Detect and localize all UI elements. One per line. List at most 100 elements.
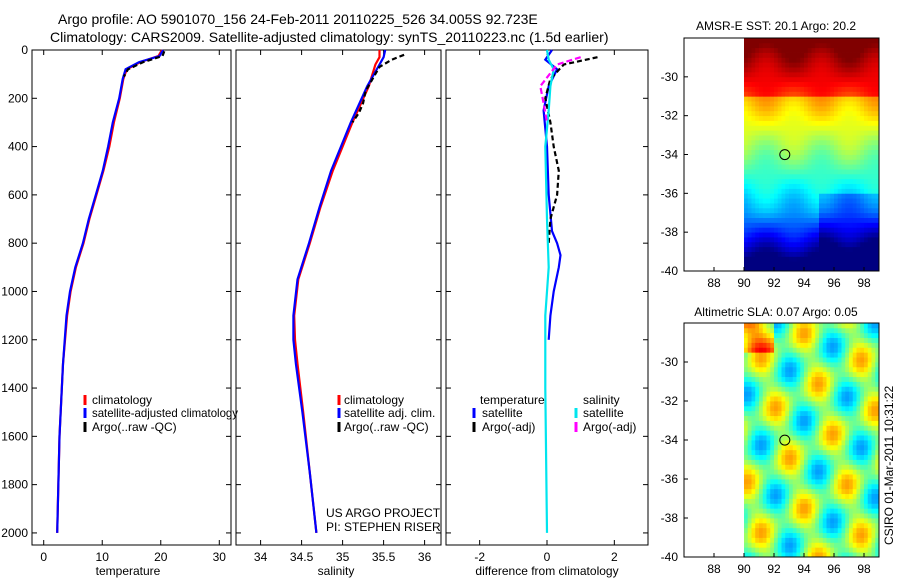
heatmap-cell	[841, 149, 846, 155]
heatmap-cell	[830, 479, 835, 485]
heatmap-cell	[751, 266, 756, 272]
heatmap-cell	[826, 527, 831, 534]
heatmap-cell	[755, 251, 760, 257]
heatmap-cell	[800, 547, 805, 553]
heatmap-cell	[811, 483, 816, 490]
heatmap-cell	[777, 376, 782, 382]
heatmap-cell	[849, 459, 854, 465]
heatmap-cell	[751, 144, 756, 151]
heatmap-cell	[744, 52, 749, 58]
heatmap-cell	[785, 405, 790, 412]
heatmap-cell	[785, 503, 790, 509]
heatmap-cell	[766, 62, 771, 68]
heatmap-cell	[804, 178, 809, 185]
heatmap-cell	[826, 454, 831, 460]
heatmap-cell	[864, 115, 869, 121]
heatmap-cell	[830, 332, 835, 339]
heatmap-cell	[819, 178, 824, 185]
heatmap-cell	[811, 149, 816, 155]
heatmap-cell	[747, 454, 752, 460]
heatmap-cell	[849, 454, 854, 460]
heatmap-cell	[807, 251, 812, 257]
y-tick-label: 2000	[1, 526, 28, 540]
heatmap-cell	[796, 410, 801, 417]
heatmap-cell	[819, 101, 824, 107]
heatmap-cell	[849, 169, 854, 175]
heatmap-cell	[834, 67, 839, 73]
heatmap-cell	[871, 125, 876, 131]
heatmap-cell	[770, 449, 775, 456]
map-x-tick-label: 90	[737, 562, 751, 576]
heatmap-cell	[830, 105, 835, 112]
heatmap-cell	[837, 435, 842, 441]
salinity-lines	[292, 49, 405, 534]
heatmap-cell	[770, 169, 775, 175]
heatmap-cell	[759, 232, 764, 238]
heatmap-cell	[849, 76, 854, 83]
heatmap-cell	[837, 366, 842, 373]
heatmap-cell	[762, 366, 767, 373]
heatmap-cell	[841, 159, 846, 165]
heatmap-cell	[819, 86, 824, 92]
heatmap-cell	[841, 207, 846, 214]
heatmap-cell	[815, 101, 820, 107]
heatmap-cell	[755, 415, 760, 421]
heatmap-cell	[759, 323, 764, 329]
heatmap-cell	[845, 542, 850, 548]
heatmap-cell	[796, 479, 801, 485]
heatmap-cell	[777, 115, 782, 121]
heatmap-cell	[807, 410, 812, 417]
heatmap-cell	[852, 149, 857, 155]
heatmap-cell	[766, 552, 771, 558]
heatmap-cell	[864, 222, 869, 228]
heatmap-cell	[845, 47, 850, 53]
heatmap-cell	[792, 52, 797, 58]
heatmap-cell	[841, 547, 846, 553]
heatmap-cell	[747, 96, 752, 102]
heatmap-cell	[774, 76, 779, 83]
heatmap-cell	[796, 508, 801, 514]
heatmap-cell	[845, 522, 850, 529]
heatmap-cell	[804, 154, 809, 160]
heatmap-cell	[811, 522, 816, 529]
heatmap-cell	[796, 183, 801, 189]
heatmap-cell	[826, 362, 831, 368]
heatmap-cell	[871, 347, 876, 353]
heatmap-cell	[755, 101, 760, 107]
heatmap-cell	[849, 71, 854, 78]
heatmap-cell	[819, 52, 824, 58]
heatmap-cell	[766, 532, 771, 538]
heatmap-cell	[759, 101, 764, 107]
heatmap-cell	[822, 449, 827, 456]
heatmap-cell	[804, 91, 809, 97]
heatmap-cell	[796, 323, 801, 329]
heatmap-cell	[751, 552, 756, 558]
heatmap-cell	[830, 401, 835, 407]
heatmap-cell	[860, 371, 865, 378]
heatmap-cell	[770, 435, 775, 441]
heatmap-cell	[796, 67, 801, 73]
heatmap-cell	[860, 62, 865, 68]
heatmap-cell	[815, 144, 820, 151]
heatmap-cell	[755, 518, 760, 524]
heatmap-cell	[785, 91, 790, 97]
heatmap-cell	[804, 493, 809, 499]
heatmap-cell	[796, 552, 801, 558]
heatmap-cell	[796, 76, 801, 83]
heatmap-cell	[747, 188, 752, 194]
heatmap-cell	[815, 547, 820, 553]
heatmap-cell	[822, 425, 827, 431]
heatmap-cell	[875, 76, 880, 83]
heatmap-cell	[856, 337, 861, 343]
heatmap-cell	[856, 405, 861, 412]
heatmap-cell	[792, 454, 797, 460]
heatmap-cell	[781, 376, 786, 382]
heatmap-cell	[837, 178, 842, 185]
heatmap-cell	[781, 362, 786, 368]
heatmap-cell	[860, 474, 865, 480]
heatmap-cell	[744, 464, 749, 470]
heatmap-cell	[811, 193, 816, 199]
heatmap-cell	[766, 38, 771, 44]
heatmap-cell	[766, 144, 771, 151]
heatmap-cell	[807, 125, 812, 131]
